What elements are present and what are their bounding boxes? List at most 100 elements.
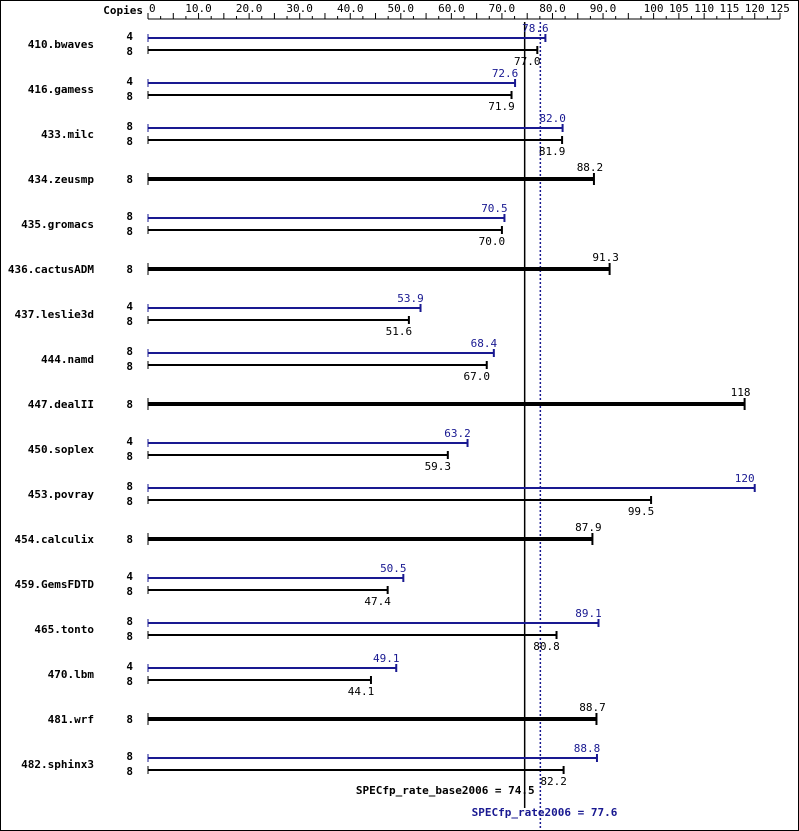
base-value-label: 44.1 — [348, 685, 375, 698]
base-copies-label: 8 — [126, 533, 133, 546]
base-value-label: 87.9 — [575, 521, 602, 534]
benchmark-label: 435.gromacs — [21, 218, 94, 231]
base-copies-label: 8 — [126, 315, 133, 328]
base-copies-label: 8 — [126, 585, 133, 598]
benchmark-row: 435.gromacs 8 8 70.5 70.0 — [21, 202, 508, 248]
base-copies-label: 8 — [126, 630, 133, 643]
base-copies-label: 8 — [126, 135, 133, 148]
base-value-label: 59.3 — [425, 460, 452, 473]
base-copies-label: 8 — [126, 398, 133, 411]
benchmark-row: 470.lbm 4 8 49.1 44.1 — [48, 652, 400, 698]
base-value-label: 71.9 — [488, 100, 515, 113]
peak-copies-label: 8 — [126, 210, 133, 223]
benchmark-row: 433.milc 8 8 82.0 81.9 — [41, 112, 566, 158]
base-copies-label: 8 — [126, 90, 133, 103]
benchmark-label: 447.dealII — [28, 398, 94, 411]
x-tick-label: 90.0 — [590, 2, 617, 15]
peak-value-label: 72.6 — [492, 67, 519, 80]
x-tick-label: 0 — [149, 2, 156, 15]
base-copies-label: 8 — [126, 675, 133, 688]
x-tick-label: 120 — [745, 2, 765, 15]
base-copies-label: 8 — [126, 495, 133, 508]
base-copies-label: 8 — [126, 765, 133, 778]
benchmark-label: 481.wrf — [48, 713, 94, 726]
peak-value-label: 70.5 — [481, 202, 508, 215]
peak-copies-label: 8 — [126, 615, 133, 628]
base-value-label: 51.6 — [386, 325, 413, 338]
benchmark-label: 434.zeusmp — [28, 173, 95, 186]
benchmark-label: 410.bwaves — [28, 38, 94, 51]
benchmark-label: 416.gamess — [28, 83, 94, 96]
peak-copies-label: 4 — [126, 570, 133, 583]
benchmark-row: 459.GemsFDTD 4 8 50.5 47.4 — [15, 562, 407, 608]
peak-copies-label: 8 — [126, 120, 133, 133]
peak-value-label: 53.9 — [397, 292, 424, 305]
peak-value-label: 88.8 — [574, 742, 601, 755]
base-value-label: 82.2 — [540, 775, 567, 788]
base-value-label: 67.0 — [464, 370, 491, 383]
peak-value-label: 89.1 — [575, 607, 602, 620]
peak-copies-label: 8 — [126, 480, 133, 493]
x-tick-label: 115 — [720, 2, 740, 15]
reference-lines: SPECfp_rate_base2006 = 74.5 SPECfp_rate20… — [356, 22, 618, 830]
base-copies-label: 8 — [126, 450, 133, 463]
benchmark-label: 433.milc — [41, 128, 94, 141]
x-tick-label: 100 — [644, 2, 664, 15]
peak-copies-label: 4 — [126, 660, 133, 673]
peak-value-label: 78.6 — [522, 22, 549, 35]
peak-copies-label: 4 — [126, 30, 133, 43]
base-copies-label: 8 — [126, 225, 133, 238]
x-tick-label: 70.0 — [489, 2, 516, 15]
x-tick-label: 40.0 — [337, 2, 364, 15]
benchmark-row: 454.calculix 8 87.9 — [15, 521, 602, 546]
peak-reference-label: SPECfp_rate2006 = 77.6 — [472, 806, 618, 819]
base-copies-label: 8 — [126, 263, 133, 276]
base-value-label: 77.0 — [514, 55, 541, 68]
x-axis: Copies 0 10.0 20.0 30.0 40.0 50.0 60.0 70.0 80.0 9… — [103, 2, 790, 20]
base-copies-label: 8 — [126, 45, 133, 58]
base-value-label: 88.7 — [579, 701, 606, 714]
peak-value-label: 68.4 — [471, 337, 498, 350]
base-value-label: 88.2 — [577, 161, 604, 174]
benchmark-row: 453.povray 8 8 120 99.5 — [28, 472, 756, 518]
benchmark-label: 437.leslie3d — [15, 308, 94, 321]
base-value-label: 99.5 — [628, 505, 655, 518]
base-value-label: 91.3 — [592, 251, 619, 264]
benchmark-row: 410.bwaves 4 8 78.6 77.0 — [28, 22, 549, 68]
peak-value-label: 49.1 — [373, 652, 400, 665]
benchmark-label: 470.lbm — [48, 668, 95, 681]
x-tick-label: 110 — [694, 2, 714, 15]
peak-value-label: 50.5 — [380, 562, 407, 575]
benchmark-label: 465.tonto — [34, 623, 94, 636]
x-tick-label: 125 — [770, 2, 790, 15]
x-tick-label: 10.0 — [185, 2, 212, 15]
base-value-label: 118 — [731, 386, 751, 399]
peak-copies-label: 8 — [126, 345, 133, 358]
base-value-label: 81.9 — [539, 145, 566, 158]
benchmark-row: 447.dealII 8 118 — [28, 386, 751, 411]
benchmark-row: 481.wrf 8 88.7 — [48, 701, 606, 726]
benchmark-label: 459.GemsFDTD — [15, 578, 95, 591]
benchmark-label: 450.soplex — [28, 443, 95, 456]
x-tick-label: 50.0 — [388, 2, 415, 15]
base-copies-label: 8 — [126, 173, 133, 186]
peak-value-label: 120 — [735, 472, 755, 485]
base-value-label: 47.4 — [364, 595, 391, 608]
base-value-label: 80.8 — [533, 640, 560, 653]
x-tick-label: 20.0 — [236, 2, 263, 15]
base-copies-label: 8 — [126, 713, 133, 726]
base-value-label: 70.0 — [479, 235, 506, 248]
benchmark-label: 436.cactusADM — [8, 263, 94, 276]
benchmark-label: 444.namd — [41, 353, 94, 366]
benchmark-label: 453.povray — [28, 488, 95, 501]
x-tick-label: 60.0 — [438, 2, 465, 15]
base-reference-label: SPECfp_rate_base2006 = 74.5 — [356, 784, 535, 797]
peak-copies-label: 4 — [126, 435, 133, 448]
peak-value-label: 63.2 — [444, 427, 471, 440]
benchmark-row: 444.namd 8 8 68.4 67.0 — [41, 337, 497, 383]
benchmark-label: 482.sphinx3 — [21, 758, 94, 771]
benchmark-row: 437.leslie3d 4 8 53.9 51.6 — [15, 292, 424, 338]
benchmark-row: 416.gamess 4 8 72.6 71.9 — [28, 67, 519, 113]
